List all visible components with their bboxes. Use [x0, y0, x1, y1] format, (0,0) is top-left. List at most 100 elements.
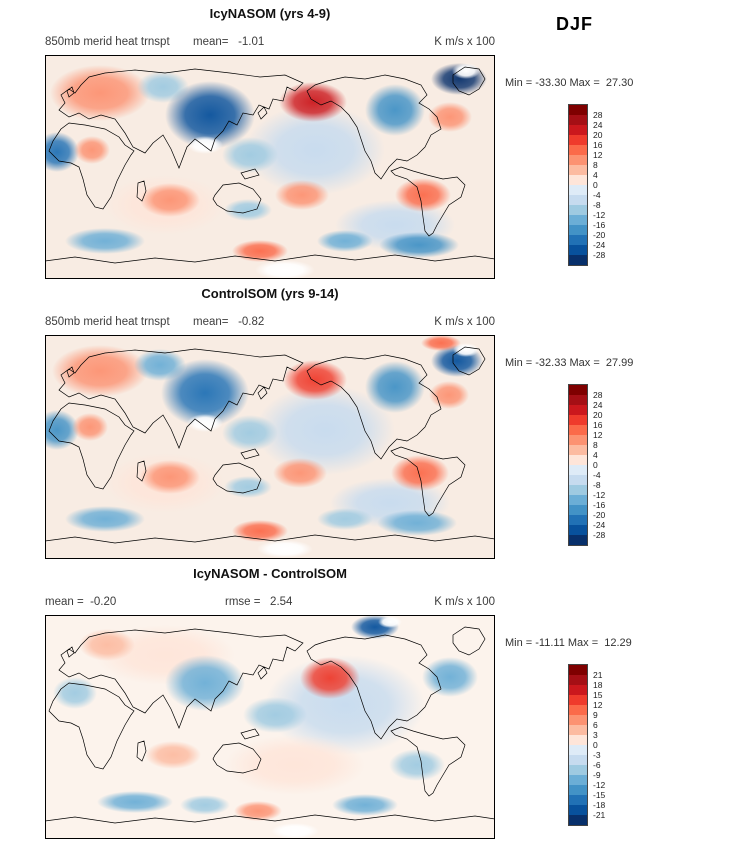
colorbar-cell: [569, 755, 587, 765]
colorbar-cell: [569, 245, 587, 255]
colorbar-tick: 20: [593, 130, 603, 140]
colorbar-cell: [569, 735, 587, 745]
colorbar-cell: [569, 535, 587, 545]
anomaly-region: [317, 508, 373, 530]
anomaly-region: [453, 343, 479, 357]
colorbar-tick: 15: [593, 690, 603, 700]
anomaly-region: [52, 345, 148, 397]
colorbar-cell: [569, 495, 587, 505]
anomaly-region: [389, 749, 445, 781]
colorbar-tick: -6: [593, 760, 601, 770]
colorbar-tick: 0: [593, 460, 598, 470]
colorbar-tick: 9: [593, 710, 598, 720]
map-border: [45, 55, 495, 279]
anomaly-region: [428, 102, 472, 132]
colorbar-tick: -20: [593, 230, 606, 240]
anomaly-region: [222, 415, 278, 451]
colorbar-cell: [569, 215, 587, 225]
colorbar-cell: [569, 475, 587, 485]
map-panel: IcyNASOM (yrs 4-9) 850mb merid heat trns…: [0, 0, 733, 280]
colorbar-cell: [569, 725, 587, 735]
anomaly-region: [379, 232, 459, 258]
colorbar-tick: -15: [593, 790, 606, 800]
anomaly-region: [365, 361, 425, 413]
colorbar-cell: [569, 715, 587, 725]
anomaly-region: [50, 65, 150, 121]
panel-title: IcyNASOM - ControlSOM: [193, 566, 347, 581]
mean-label: mean= -0.82: [193, 316, 265, 328]
colorbar-tick: -8: [593, 480, 601, 490]
colorbar-cell: [569, 675, 587, 685]
colorbar-tick: -12: [593, 210, 606, 220]
anomaly-region: [161, 359, 249, 427]
units-label: K m/s x 100: [434, 316, 495, 328]
colorbar-tick: -21: [593, 810, 606, 820]
colorbar-tick: 0: [593, 740, 598, 750]
anomaly-region: [165, 81, 255, 149]
anomaly-region: [275, 180, 329, 210]
panel-title: IcyNASOM (yrs 4-9): [209, 6, 331, 21]
world-map-svg: [45, 335, 495, 559]
world-map-svg: [45, 615, 495, 839]
colorbar-tick: 12: [593, 430, 603, 440]
colorbar-ticks: 28 24 20 16 12 8 4 0 -4 -8 -12 -16 -20 -24 -28: [593, 104, 629, 266]
anomaly-region: [279, 82, 347, 122]
anomaly-region: [257, 540, 313, 558]
colorbar-cell: [569, 175, 587, 185]
colorbar-tick: -3: [593, 750, 601, 760]
colorbar-cell: [569, 115, 587, 125]
colorbar-cell: [569, 805, 587, 815]
colorbar-ticks: 28 24 20 16 12 8 4 0 -4 -8 -12 -16 -20 -24 -28: [593, 384, 629, 546]
colorbar-tick: 24: [593, 400, 603, 410]
colorbar-tick: -4: [593, 190, 601, 200]
anomaly-region: [140, 460, 200, 494]
units-label: K m/s x 100: [434, 36, 495, 48]
colorbar-tick: -9: [593, 770, 601, 780]
anomaly-region: [180, 795, 230, 815]
colorbar-cell: [569, 485, 587, 495]
colorbar-cell: [569, 695, 587, 705]
anomaly-region: [97, 791, 173, 813]
colorbar-tick: 12: [593, 700, 603, 710]
anomaly-region: [53, 677, 97, 709]
colorbar-cell: [569, 785, 587, 795]
anomaly-region: [234, 801, 282, 821]
map-canvas: [45, 335, 495, 559]
colorbar-cell: [569, 775, 587, 785]
colorbar-cell: [569, 385, 587, 395]
map-border: [45, 615, 495, 839]
colorbar-tick: 4: [593, 450, 598, 460]
anomaly-region: [255, 260, 315, 279]
colorbar-tick: 16: [593, 140, 603, 150]
colorbar-cell: [569, 145, 587, 155]
anomaly-region: [255, 385, 395, 475]
map-panel: ControlSOM (yrs 9-14) 850mb merid heat t…: [0, 280, 733, 560]
colorbar-cell: [569, 525, 587, 535]
colorbar-cell: [569, 415, 587, 425]
field-label: 850mb merid heat trnspt: [45, 316, 170, 328]
anomaly-region: [187, 414, 223, 432]
minmax-label: Min = -33.30 Max = 27.30: [505, 77, 634, 89]
colorbar-tick: -12: [593, 490, 606, 500]
map-panel: IcyNASOM - ControlSOM mean = -0.20 rmse …: [0, 560, 733, 840]
anomaly-region: [283, 360, 347, 400]
coastlines: [45, 346, 495, 559]
colorbar-tick: -28: [593, 530, 606, 540]
colorbar-cell: [569, 205, 587, 215]
colorbar-cell: [569, 435, 587, 445]
anomaly-region: [65, 506, 145, 532]
minmax-label: Min = -32.33 Max = 27.99: [505, 357, 634, 369]
colorbar-cell: [569, 425, 587, 435]
colorbar-tick: 24: [593, 120, 603, 130]
colorbar-tick: 3: [593, 730, 598, 740]
colorbar-tick: -24: [593, 240, 606, 250]
colorbar-tick: 8: [593, 160, 598, 170]
colorbar-cell: [569, 105, 587, 115]
colorbar-cell: [569, 745, 587, 755]
anomaly-region: [377, 510, 457, 536]
anomaly-region: [79, 629, 135, 661]
anomaly-region: [422, 657, 478, 697]
anomaly-region: [224, 476, 272, 498]
coastlines: [45, 626, 495, 839]
